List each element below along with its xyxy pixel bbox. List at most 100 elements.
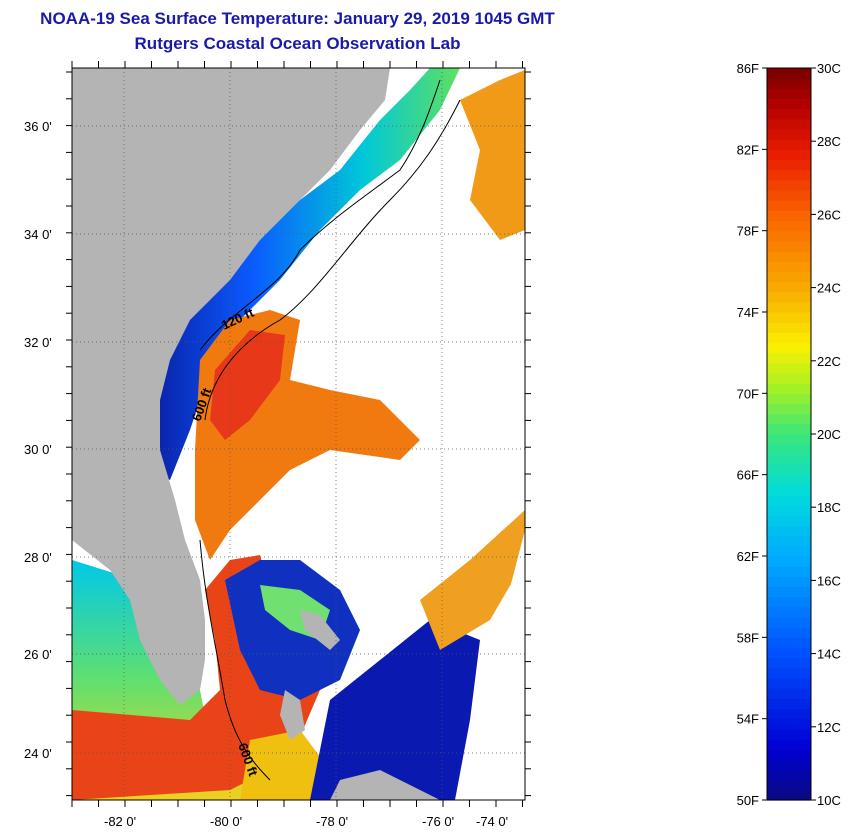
fahrenheit-label: 78F — [737, 224, 759, 239]
colorbar-band — [767, 769, 811, 781]
colorbar-band — [767, 688, 811, 699]
colorbar-band — [767, 301, 811, 313]
colorbar-band — [767, 251, 811, 262]
colorbar-band — [767, 779, 811, 791]
colorbar-band — [767, 108, 811, 120]
colorbar-band — [767, 423, 811, 435]
celsius-label: 16C — [817, 573, 841, 588]
coastal-cold-water — [140, 68, 460, 480]
colorbar-band — [767, 789, 811, 801]
colorbar-band — [767, 342, 811, 354]
colorbar-band — [767, 403, 811, 415]
fahrenheit-label: 70F — [737, 386, 759, 401]
colorbar-band — [767, 576, 811, 588]
southeast-warm-swath — [420, 510, 525, 650]
colorbar-band — [767, 230, 811, 242]
colorbar-band — [767, 149, 811, 161]
contour-south — [199, 539, 271, 781]
lat-label: 26 0' — [24, 647, 52, 662]
colorbar-band — [767, 637, 811, 649]
colorbar-band — [767, 240, 811, 252]
colorbar-band — [767, 78, 811, 89]
colorbar-band — [767, 271, 811, 283]
colorbar-band — [767, 596, 811, 608]
colorbar-band — [767, 444, 811, 455]
colorbar-band — [767, 495, 811, 506]
colorbar-band — [767, 678, 811, 689]
colorbar-band — [767, 352, 811, 364]
colorbar-band — [767, 515, 811, 527]
colorbar-band — [767, 556, 811, 567]
fahrenheit-label: 50F — [737, 793, 759, 808]
colorbar-band — [767, 566, 811, 577]
map-frame — [71, 67, 526, 801]
contour-600ft — [204, 99, 461, 421]
fahrenheit-label: 82F — [737, 142, 759, 157]
colorbar-band — [767, 373, 811, 384]
lon-label: -78 0' — [316, 814, 348, 829]
colorbar-band — [767, 434, 811, 445]
celsius-label: 20C — [817, 427, 841, 442]
colorbar-band — [767, 118, 811, 130]
colorbar-band — [767, 68, 811, 79]
fahrenheit-label: 86F — [737, 61, 759, 76]
lat-label: 36 0' — [24, 119, 52, 134]
colorbar-band — [767, 718, 811, 730]
lon-label: -80 0' — [210, 814, 242, 829]
cuba-edge — [330, 770, 440, 800]
colorbar-band — [767, 413, 811, 425]
celsius-label: 12C — [817, 720, 841, 735]
colorbar-band — [767, 383, 811, 394]
colorbar-band — [767, 129, 811, 140]
lat-label: 28 0' — [24, 550, 52, 565]
north-warm-patch — [460, 70, 525, 240]
celsius-label: 18C — [817, 500, 841, 515]
colorbar-band — [767, 393, 811, 405]
fahrenheit-label: 58F — [737, 630, 759, 645]
lat-label: 34 0' — [24, 227, 52, 242]
map-title: NOAA-19 Sea Surface Temperature: January… — [40, 9, 555, 28]
no-data-wedge — [455, 530, 525, 800]
colorbar-band — [767, 454, 811, 466]
southeast-cold-water — [310, 620, 480, 800]
lat-label: 32 0' — [24, 335, 52, 350]
gulf-stream-core — [210, 330, 285, 440]
colorbar-band — [767, 484, 811, 496]
colorbar-band — [767, 657, 811, 669]
colorbar-band — [767, 545, 811, 557]
celsius-label: 14C — [817, 647, 841, 662]
colorbar-band — [767, 698, 811, 710]
colorbar-band — [767, 332, 811, 344]
celsius-label: 28C — [817, 134, 841, 149]
map-subtitle: Rutgers Coastal Ocean Observation Lab — [134, 34, 461, 53]
florida-strait-warm — [240, 730, 330, 800]
colorbar-band — [767, 98, 811, 110]
lat-label: 30 0' — [24, 442, 52, 457]
lon-label: -74 0' — [476, 814, 508, 829]
colorbar-ticks — [762, 67, 816, 801]
colorbar-band — [767, 606, 811, 618]
fahrenheit-label: 66F — [737, 468, 759, 483]
celsius-label: 22C — [817, 354, 841, 369]
colorbar-band — [767, 190, 811, 201]
colorbar-band — [767, 474, 811, 486]
colorbar-band — [767, 525, 811, 537]
colorbar-band — [767, 322, 811, 333]
colorbar-band — [767, 291, 811, 303]
colorbar-celsius-labels: 30C 28C 26C 24C 22C 20C 18C 16C 14C 12C 10C — [817, 61, 841, 808]
celsius-label: 30C — [817, 61, 841, 76]
colorbar-band — [767, 627, 811, 638]
colorbar-band — [767, 535, 811, 547]
sst-imagery — [72, 68, 525, 800]
colorbar-band — [767, 261, 811, 272]
celsius-label: 10C — [817, 793, 841, 808]
land-us-southeast — [72, 68, 390, 705]
colorbar-band — [767, 708, 811, 720]
lon-label: -76 0' — [422, 814, 454, 829]
lon-label: -82 0' — [104, 814, 136, 829]
axis-ticks — [66, 61, 531, 807]
colorbar-band — [767, 647, 811, 659]
longitude-labels: -82 0' -80 0' -78 0' -76 0' -74 0' — [104, 814, 508, 829]
colorbar-bands — [767, 68, 811, 801]
